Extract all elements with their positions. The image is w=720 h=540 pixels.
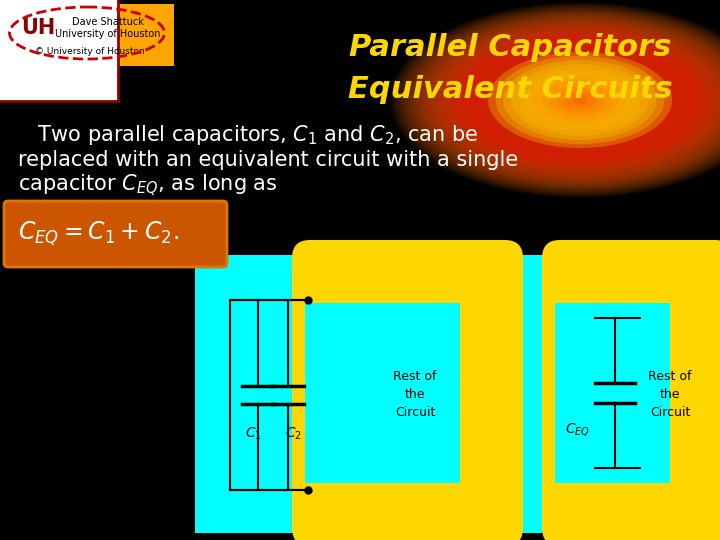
Text: Two parallel capacitors, $C_1$ and $C_2$, can be: Two parallel capacitors, $C_1$ and $C_2$… [18,123,479,147]
Text: UH: UH [21,18,55,38]
Ellipse shape [447,31,713,169]
Text: $C_1$: $C_1$ [245,426,261,442]
Text: University of Houston: University of Houston [55,29,161,39]
Ellipse shape [456,36,704,165]
Ellipse shape [511,64,649,136]
Ellipse shape [557,88,603,112]
Ellipse shape [450,32,710,167]
FancyBboxPatch shape [542,240,720,540]
Ellipse shape [549,84,611,116]
Ellipse shape [541,80,618,120]
Text: $C_{EQ} = C_1 + C_2.$: $C_{EQ} = C_1 + C_2.$ [18,220,179,248]
Ellipse shape [564,92,595,108]
Ellipse shape [402,9,720,192]
Ellipse shape [411,13,720,187]
Ellipse shape [426,21,720,179]
Ellipse shape [462,38,698,161]
Text: Parallel Capacitors: Parallel Capacitors [349,33,671,63]
Ellipse shape [414,15,720,186]
Ellipse shape [435,25,720,175]
Ellipse shape [390,3,720,198]
FancyBboxPatch shape [292,240,523,540]
Bar [555,303,670,483]
Text: capacitor $C_{EQ}$, as long as: capacitor $C_{EQ}$, as long as [18,172,278,198]
Ellipse shape [429,22,720,178]
Ellipse shape [526,72,634,128]
Ellipse shape [488,52,672,148]
Text: $C_2$: $C_2$ [284,426,302,442]
Text: Rest of
the
Circuit: Rest of the Circuit [393,370,437,420]
Ellipse shape [441,28,719,172]
FancyBboxPatch shape [4,4,174,66]
Ellipse shape [408,11,720,188]
Ellipse shape [432,24,720,177]
FancyBboxPatch shape [4,201,227,267]
Ellipse shape [518,68,642,132]
Text: $C_{EQ}$: $C_{EQ}$ [565,421,590,438]
Ellipse shape [495,56,665,144]
Ellipse shape [444,30,716,171]
Ellipse shape [405,10,720,190]
Ellipse shape [438,26,720,173]
Bar [195,255,715,533]
Ellipse shape [396,5,720,194]
Ellipse shape [572,96,588,104]
Ellipse shape [399,7,720,193]
Ellipse shape [534,76,626,124]
Text: Equivalent Circuits: Equivalent Circuits [348,76,672,105]
Ellipse shape [453,34,707,166]
Text: replaced with an equivalent circuit with a single: replaced with an equivalent circuit with… [18,150,518,170]
Text: © University of Houston: © University of Houston [35,48,145,57]
Ellipse shape [417,16,720,184]
Ellipse shape [423,19,720,181]
Text: Rest of
the
Circuit: Rest of the Circuit [648,370,692,420]
Text: Dave Shattuck: Dave Shattuck [72,17,144,27]
Ellipse shape [459,37,701,163]
Ellipse shape [503,60,657,140]
Bar [305,303,460,483]
Ellipse shape [420,17,720,183]
Ellipse shape [393,4,720,196]
